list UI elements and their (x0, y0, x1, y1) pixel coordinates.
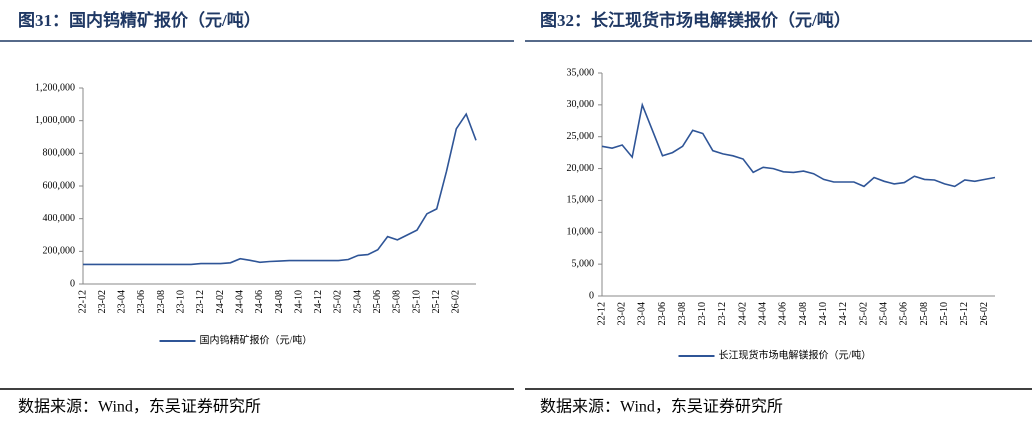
x-tick-label: 25-02 (333, 290, 344, 313)
y-tick-label: 15,000 (567, 195, 595, 206)
y-tick-label: 600,000 (43, 180, 76, 191)
series-line (83, 112, 477, 266)
x-tick-label: 23-04 (637, 302, 648, 325)
x-tick-label: 23-08 (156, 290, 167, 313)
x-tick-label: 25-04 (878, 302, 889, 325)
x-tick-label: 23-12 (717, 302, 728, 325)
x-tick-label: 23-02 (97, 290, 108, 313)
x-tick-label: 24-04 (758, 302, 769, 325)
source-note: 数据来源：Wind，东吴证券研究所 (18, 398, 261, 416)
x-tick-label: 24-12 (313, 290, 324, 313)
x-tick-label: 25-04 (352, 290, 363, 313)
x-tick-label: 24-02 (215, 290, 226, 313)
x-tick-label: 23-02 (616, 302, 627, 325)
x-tick-label: 25-08 (919, 302, 930, 325)
x-tick-label: 23-12 (195, 290, 206, 313)
y-tick-label: 800,000 (43, 148, 76, 159)
x-tick-label: 23-10 (176, 290, 187, 313)
x-tick-label: 23-06 (136, 290, 147, 313)
y-tick-label: 25,000 (567, 131, 595, 142)
y-tick-label: 1,200,000 (35, 82, 75, 93)
x-tick-label: 24-08 (274, 290, 285, 313)
chart-title: 图31：国内钨精矿报价（元/吨） (18, 10, 261, 30)
x-tick-label: 25-06 (372, 290, 383, 313)
x-tick-label: 24-08 (798, 302, 809, 325)
legend-label: 长江现货市场电解镁报价（元/吨） (719, 348, 872, 361)
x-tick-label: 24-06 (254, 290, 265, 313)
x-tick-label: 25-10 (411, 290, 422, 313)
x-tick-label: 26-02 (451, 290, 462, 313)
x-tick-label: 23-08 (677, 302, 688, 325)
x-tick-label: 23-04 (117, 290, 128, 313)
y-tick-label: 30,000 (567, 99, 595, 110)
chart-title: 图32：长江现货市场电解镁报价（元/吨） (540, 10, 851, 30)
x-tick-label: 25-12 (431, 290, 442, 313)
x-tick-label: 24-10 (818, 302, 829, 325)
x-tick-label: 25-02 (858, 302, 869, 325)
y-tick-label: 200,000 (43, 246, 76, 257)
x-tick-label: 22-12 (77, 290, 88, 313)
y-tick-label: 5,000 (572, 258, 595, 269)
y-tick-label: 1,000,000 (35, 115, 75, 126)
x-tick-label: 26-02 (979, 302, 990, 325)
legend-label: 国内钨精矿报价（元/吨） (200, 333, 313, 346)
x-tick-label: 24-02 (737, 302, 748, 325)
x-tick-label: 24-10 (293, 290, 304, 313)
y-tick-label: 400,000 (43, 213, 76, 224)
x-tick-label: 24-04 (234, 290, 245, 313)
source-note: 数据来源：Wind，东吴证券研究所 (540, 398, 783, 416)
y-tick-label: 20,000 (567, 163, 595, 174)
x-tick-label: 23-06 (657, 302, 668, 325)
series-line (601, 102, 996, 188)
x-tick-label: 24-06 (778, 302, 789, 325)
x-tick-label: 22-12 (596, 302, 607, 325)
x-tick-label: 25-12 (959, 302, 970, 325)
y-tick-label: 35,000 (567, 67, 595, 78)
y-tick-label: 0 (589, 290, 594, 301)
y-tick-label: 10,000 (567, 227, 595, 238)
y-tick-label: 0 (70, 278, 75, 289)
x-tick-label: 25-06 (899, 302, 910, 325)
x-tick-label: 24-12 (838, 302, 849, 325)
x-tick-label: 25-08 (392, 290, 403, 313)
x-tick-label: 25-10 (939, 302, 950, 325)
x-tick-label: 23-10 (697, 302, 708, 325)
